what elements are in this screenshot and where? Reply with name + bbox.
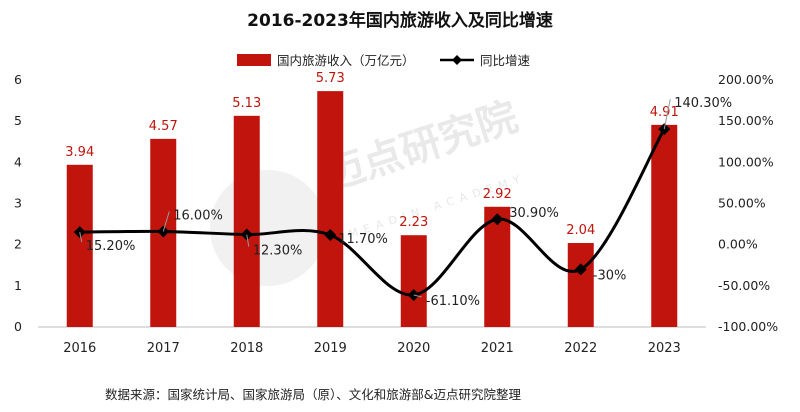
bar-value-label: 5.13 (232, 96, 261, 111)
bar (317, 91, 344, 328)
right-tick-label: 100.00% (718, 154, 774, 169)
left-tick-label: 1 (14, 278, 22, 293)
right-tick-label: -50.00% (718, 278, 770, 293)
source-note: 数据来源：国家统计局、国家旅游局（原）、文化和旅游部&迈点研究院整理 (105, 387, 521, 402)
bar-value-label: 2.92 (483, 187, 512, 202)
right-tick-label: 200.00% (718, 72, 774, 87)
growth-value-label: 11.70% (338, 232, 388, 247)
right-tick-label: 150.00% (718, 113, 774, 128)
growth-value-label: 16.00% (173, 208, 223, 223)
bar-value-label: 4.91 (650, 105, 679, 120)
x-tick-label: 2020 (397, 341, 430, 356)
bar-value-label: 2.23 (399, 215, 428, 230)
right-tick-label: 0.00% (718, 237, 758, 252)
left-tick-label: 2 (14, 237, 22, 252)
growth-value-label: -61.10% (426, 294, 480, 309)
growth-leader-line (413, 294, 422, 298)
left-tick-label: 3 (14, 196, 22, 211)
legend-line-marker (452, 55, 462, 65)
bar-value-label: 3.94 (65, 145, 94, 160)
bar-value-label: 4.57 (149, 119, 178, 134)
growth-point (491, 213, 504, 226)
bar (484, 206, 511, 327)
bar-value-labels: 3.94 4.57 5.13 5.73 2.23 2.92 2.04 4.91 (65, 71, 678, 238)
x-tick-label: 2023 (648, 341, 681, 356)
left-tick-label: 6 (14, 72, 22, 87)
x-tick-label: 2021 (481, 341, 514, 356)
x-tick-label: 2016 (63, 341, 96, 356)
bar (400, 235, 427, 327)
chart-title: 2016-2023年国内旅游收入及同比增速 (247, 10, 553, 31)
legend-bar-swatch (237, 54, 271, 66)
bar (651, 124, 678, 327)
growth-line-series (73, 123, 671, 301)
growth-leader-line (162, 211, 170, 232)
bar (66, 164, 93, 327)
x-tick-label: 2018 (230, 341, 263, 356)
legend-line-label: 同比增速 (480, 53, 531, 68)
watermark-logo-circle (210, 170, 326, 286)
growth-value-labels: 15.20% 16.00% 12.30% 11.70% -61.10% 30.90% -30… (79, 96, 732, 309)
bar (567, 243, 594, 327)
growth-leader-line (79, 232, 83, 243)
bar-value-label: 5.73 (316, 71, 345, 86)
left-tick-label: 0 (14, 319, 22, 334)
growth-value-label: -30% (593, 268, 627, 283)
growth-value-label: 15.20% (86, 239, 136, 254)
growth-value-label: 140.30% (674, 96, 732, 111)
growth-point (574, 263, 587, 276)
left-tick-label: 5 (14, 113, 22, 128)
growth-leader-line (663, 99, 671, 130)
growth-point (324, 229, 337, 242)
x-tick-label: 2019 (314, 341, 347, 356)
right-tick-label: 50.00% (718, 196, 766, 211)
bar-series (66, 91, 678, 328)
bar-value-label: 2.04 (566, 223, 595, 238)
x-tick-label: 2017 (147, 341, 180, 356)
left-y-axis: 0 1 2 3 4 5 6 (14, 72, 22, 334)
growth-value-label: 30.90% (509, 206, 559, 221)
growth-leader-line (246, 234, 250, 247)
legend-bar-label: 国内旅游收入（万亿元） (277, 53, 415, 68)
bar (233, 115, 260, 327)
growth-value-label: 12.30% (253, 244, 303, 259)
right-tick-label: -100.00% (718, 319, 778, 334)
left-tick-label: 4 (14, 154, 22, 169)
right-y-axis: -100.00% -50.00% 0.00% 50.00% 100.00% 150.00%… (718, 72, 778, 334)
x-tick-label: 2022 (564, 341, 597, 356)
x-axis: 2016 2017 2018 2019 2020 2021 2022 2023 (63, 341, 681, 356)
legend: 国内旅游收入（万亿元） 同比增速 (237, 53, 531, 68)
